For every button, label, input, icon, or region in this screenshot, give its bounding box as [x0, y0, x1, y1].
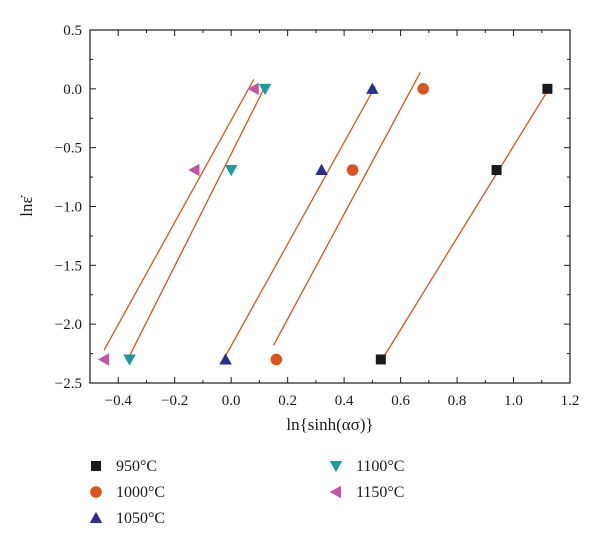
data-point — [491, 165, 502, 176]
x-tick-label: −0.2 — [161, 393, 188, 409]
y-tick-label: −0.5 — [55, 141, 82, 157]
fit-line — [272, 72, 421, 346]
fit-line — [383, 86, 551, 358]
fit-lines — [103, 72, 551, 358]
legend-marker — [329, 461, 343, 473]
fit-line — [224, 86, 376, 357]
legend: 950°C 1000°C 1050°C 1100°C 1150°C — [89, 458, 404, 527]
axes: −0.4 −0.2 0.0 0.2 0.4 0.6 0.8 1.0 1.2 0.5 0.0 −0.5 −… — [55, 23, 580, 409]
legend-label: 1150°C — [356, 484, 404, 501]
y-tick-label: −2.5 — [55, 376, 82, 392]
legend-label: 1050°C — [116, 510, 165, 527]
data-point — [224, 165, 238, 177]
data-point — [375, 354, 386, 365]
fit-line — [128, 86, 266, 357]
data-point — [258, 83, 272, 96]
data-point — [366, 82, 379, 94]
x-tick-label: 1.2 — [561, 393, 580, 409]
data-point — [219, 353, 232, 365]
y-tick-label: −2.0 — [55, 317, 82, 333]
y-tick-label: 0.0 — [63, 82, 82, 98]
data-point — [346, 164, 359, 176]
legend-label: 1100°C — [356, 458, 404, 475]
data-point — [123, 354, 136, 366]
data-point — [270, 353, 283, 366]
legend-label: 950°C — [116, 458, 157, 475]
y-tick-label: −1.5 — [55, 258, 82, 274]
x-axis-label: ln{sinh(ασ)} — [286, 415, 373, 434]
x-tick-label: −0.4 — [105, 393, 133, 409]
data-point — [97, 353, 110, 366]
y-tick-label: 0.5 — [63, 23, 82, 39]
x-tick-label: 0.6 — [391, 393, 410, 409]
x-tick-label: 0.4 — [335, 393, 354, 409]
y-tick-label: −1.0 — [55, 200, 82, 216]
x-tick-label: 0.8 — [448, 393, 467, 409]
x-tick-label: 1.0 — [504, 393, 523, 409]
data-point — [247, 82, 259, 96]
x-tick-label: 0.0 — [222, 393, 241, 409]
data-point — [188, 163, 200, 177]
fit-line — [103, 79, 255, 351]
data-points — [97, 82, 553, 366]
legend-marker — [89, 511, 103, 523]
legend-marker — [329, 485, 341, 499]
legend-label: 1000°C — [116, 484, 165, 501]
legend-marker — [91, 461, 101, 471]
legend-marker — [90, 486, 102, 498]
plot-frame — [89, 29, 571, 384]
y-axis-label: lnε̇ — [17, 195, 36, 216]
data-point — [542, 83, 553, 94]
x-tick-label: 0.2 — [278, 393, 297, 409]
data-point — [417, 83, 429, 95]
data-point — [315, 163, 328, 176]
